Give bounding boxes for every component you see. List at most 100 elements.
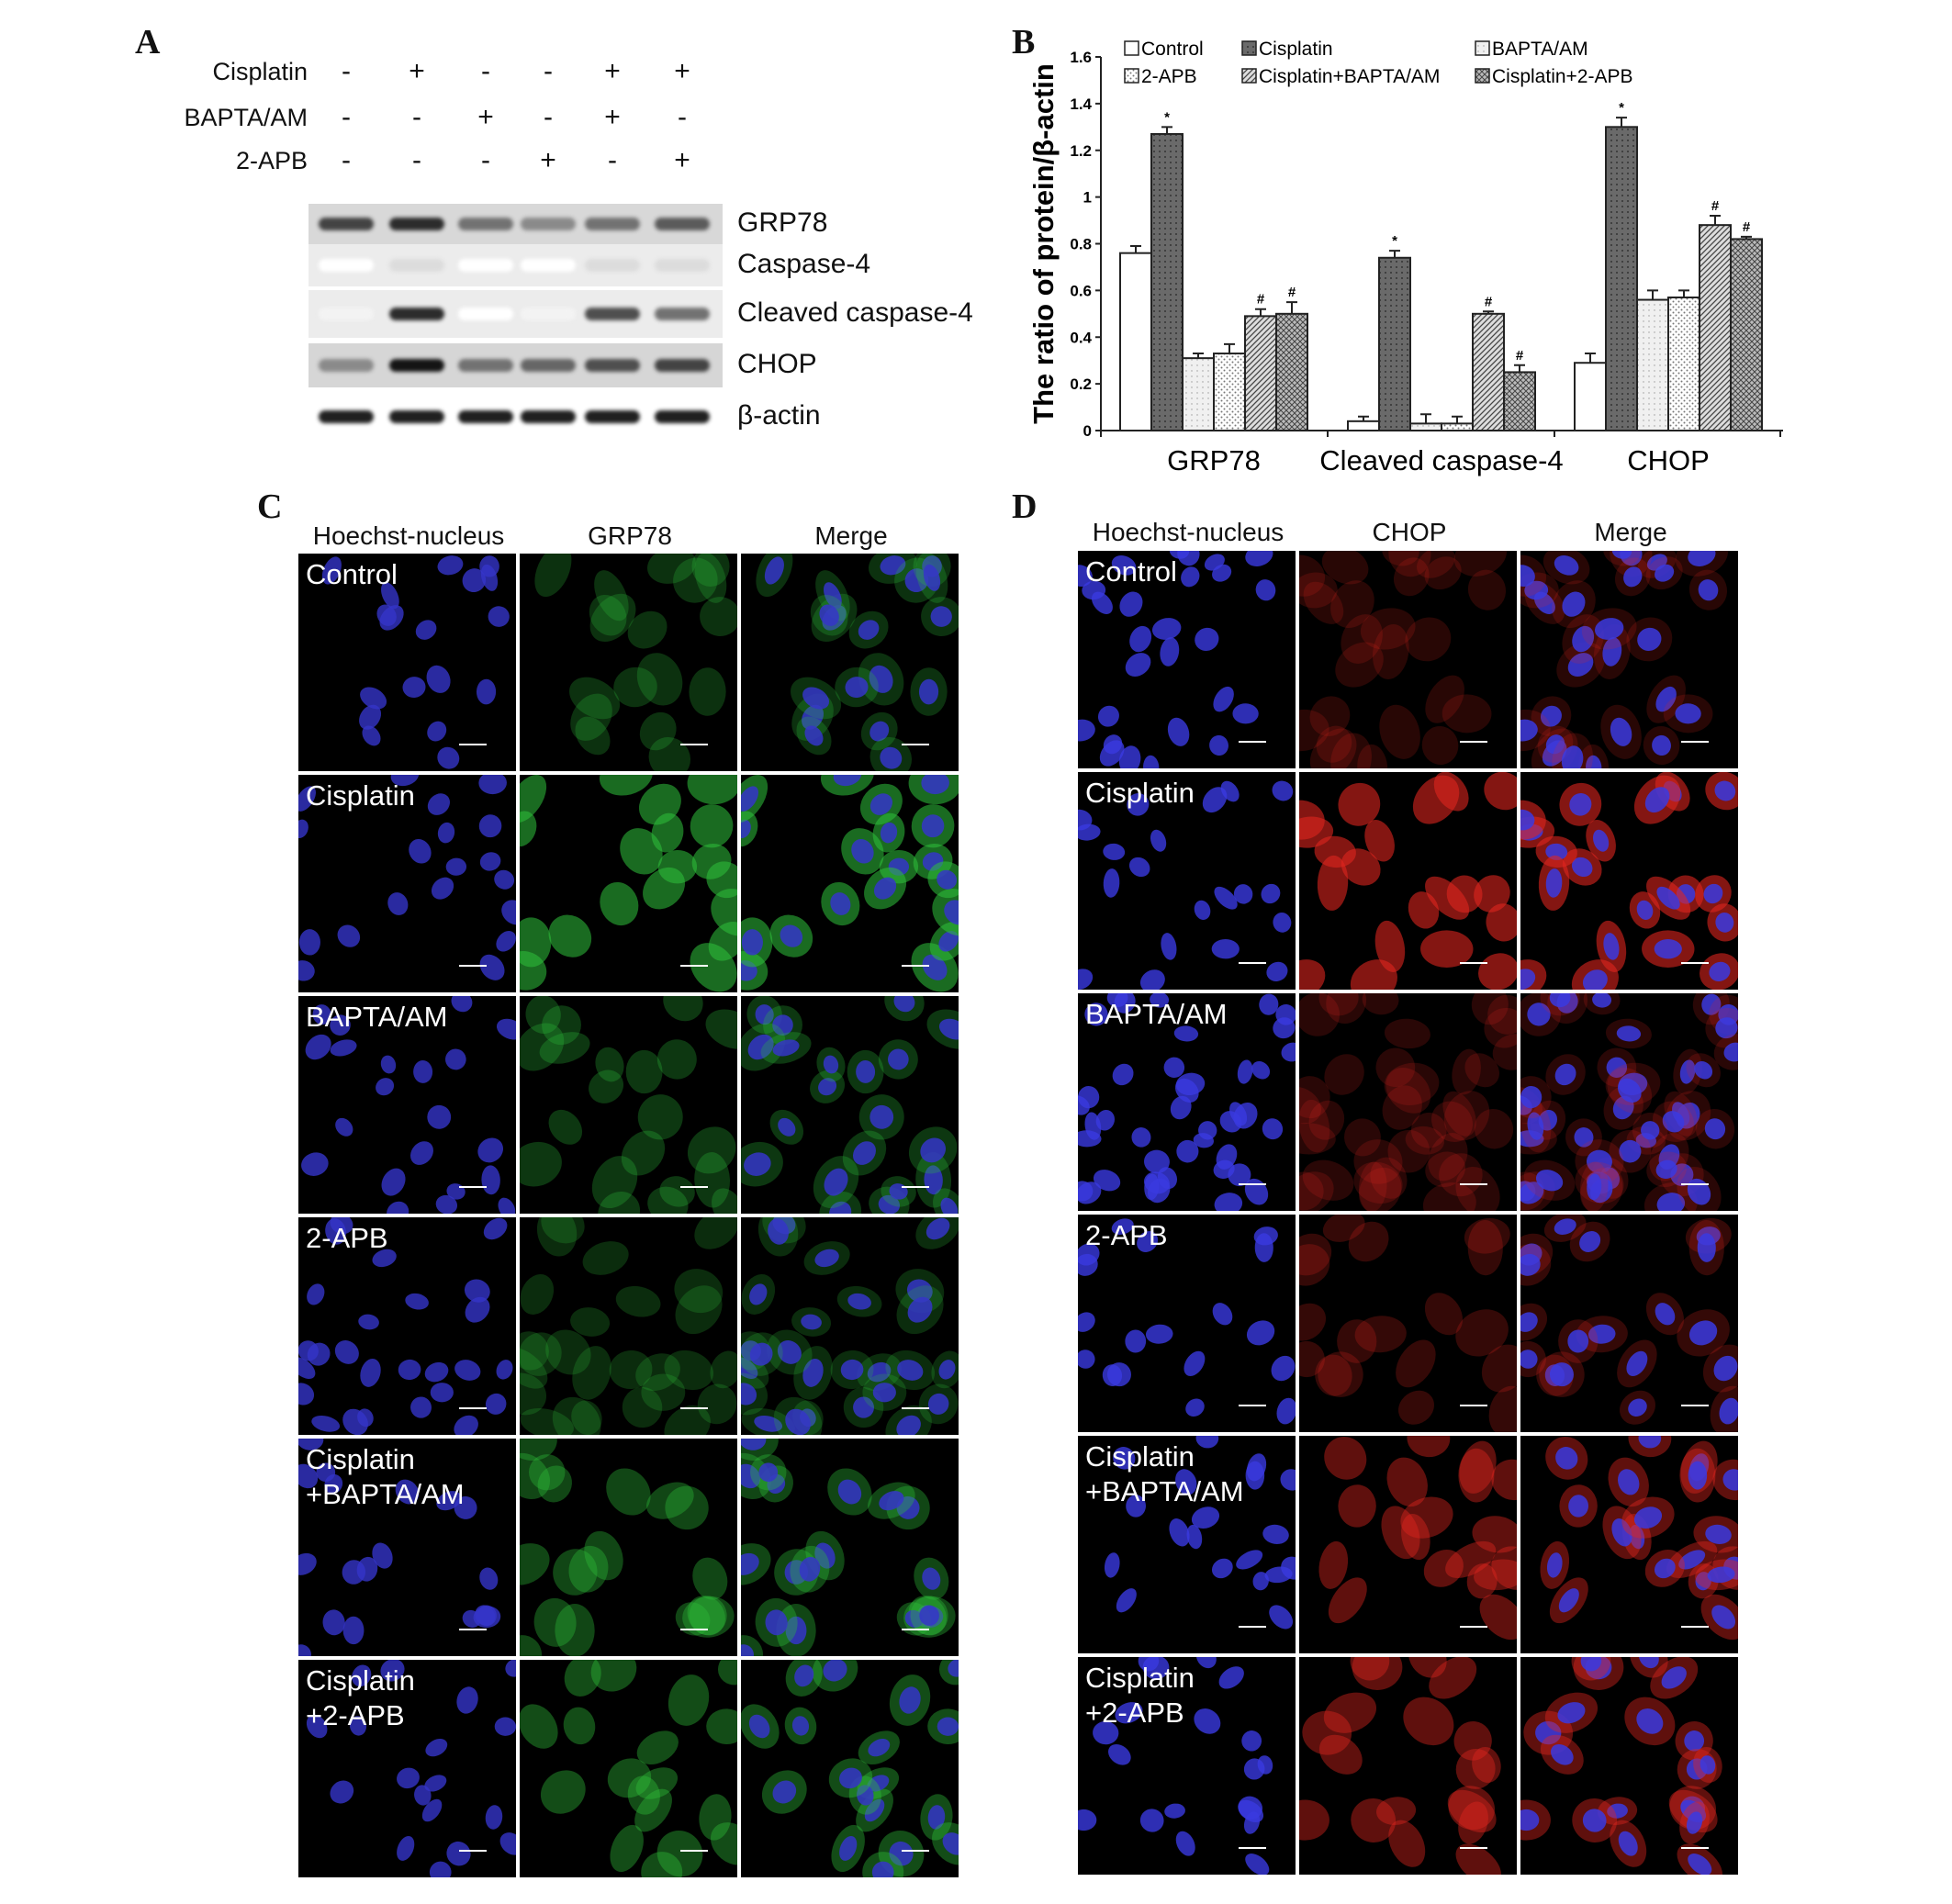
cell-signal bbox=[1321, 551, 1369, 585]
cell-nucleus bbox=[397, 1767, 420, 1789]
cell-nucleus bbox=[824, 582, 842, 610]
cell-signal bbox=[536, 1217, 578, 1257]
cell-nucleus bbox=[926, 1217, 950, 1240]
micrograph-signal bbox=[520, 1439, 737, 1656]
cell-signal bbox=[692, 1557, 728, 1600]
cell-nucleus bbox=[1675, 703, 1701, 724]
cell-nucleus bbox=[1586, 755, 1602, 768]
cell-signal bbox=[569, 677, 621, 720]
cell-signal bbox=[1317, 855, 1349, 911]
treatment-sign: - bbox=[412, 145, 421, 175]
cell-nucleus bbox=[376, 1078, 395, 1096]
cell-nucleus bbox=[1195, 1657, 1217, 1669]
treatment-label: 2-APB bbox=[235, 147, 308, 174]
cell-signal bbox=[520, 1023, 565, 1071]
cell-nucleus bbox=[1602, 637, 1622, 666]
cell-signal bbox=[1464, 1053, 1499, 1088]
blot-band bbox=[521, 259, 576, 272]
cell-nucleus bbox=[349, 1716, 367, 1736]
cell-nucleus bbox=[1527, 1112, 1544, 1140]
blot-band bbox=[585, 308, 640, 320]
cell-nucleus bbox=[330, 1039, 357, 1057]
cell-nucleus bbox=[1078, 719, 1095, 742]
cell-signal bbox=[1299, 1099, 1330, 1153]
scale-bar bbox=[1239, 1847, 1266, 1849]
cell-nucleus bbox=[1245, 1461, 1265, 1490]
cell-nucleus bbox=[372, 1542, 393, 1569]
cell-signal bbox=[1479, 1594, 1517, 1641]
cell-signal bbox=[548, 1109, 583, 1145]
cell-signal bbox=[600, 881, 639, 926]
cell-signal bbox=[1491, 1459, 1517, 1501]
cell-signal bbox=[674, 1269, 724, 1314]
scale-bar bbox=[1681, 962, 1709, 964]
cell-nucleus bbox=[1707, 1566, 1735, 1584]
blot-band bbox=[319, 308, 374, 320]
cell-nucleus bbox=[1655, 1159, 1677, 1179]
cell-nucleus bbox=[1713, 1355, 1738, 1382]
cell-nucleus bbox=[1694, 1061, 1713, 1080]
cell-signal bbox=[690, 804, 734, 848]
treatment-sign: - bbox=[678, 102, 687, 132]
cell-nucleus bbox=[741, 1357, 758, 1379]
cell-signal bbox=[1431, 1101, 1474, 1142]
blot-band bbox=[585, 259, 640, 272]
cell-nucleus bbox=[1684, 1730, 1705, 1752]
cell-signal bbox=[656, 1831, 703, 1877]
cell-nucleus bbox=[1097, 705, 1119, 727]
cell-nucleus bbox=[409, 839, 432, 864]
cell-signal bbox=[711, 889, 737, 936]
cell-nucleus bbox=[1119, 591, 1143, 617]
cell-nucleus bbox=[758, 1462, 779, 1483]
cell-signal bbox=[675, 1602, 711, 1636]
cell-signal bbox=[534, 554, 572, 598]
row-label: Control bbox=[306, 558, 398, 590]
cell-signal bbox=[1318, 1351, 1363, 1397]
cell-signal bbox=[1474, 875, 1510, 913]
cell-nucleus bbox=[335, 1117, 353, 1137]
cell-nucleus bbox=[1078, 809, 1093, 831]
error-bar bbox=[1193, 353, 1204, 359]
legend-entry: Control bbox=[1141, 39, 1204, 60]
cell-signal bbox=[1318, 1734, 1363, 1775]
bar bbox=[1667, 297, 1700, 431]
cell-nucleus bbox=[1719, 1397, 1738, 1425]
cell-nucleus bbox=[1557, 1702, 1586, 1724]
column-header: Hoechst-nucleus bbox=[312, 521, 505, 550]
cell-nucleus bbox=[1082, 580, 1106, 600]
cell-nucleus bbox=[1520, 719, 1538, 742]
cell-nucleus bbox=[772, 1014, 793, 1036]
cell-nucleus bbox=[1644, 787, 1670, 813]
cell-nucleus bbox=[1243, 1811, 1261, 1834]
cell-nucleus bbox=[1662, 1111, 1685, 1133]
cell-signal bbox=[1405, 1126, 1445, 1155]
cell-signal bbox=[553, 1549, 598, 1596]
cell-nucleus bbox=[395, 1479, 420, 1505]
cell-nucleus bbox=[1276, 1397, 1296, 1425]
cell-signal bbox=[667, 1674, 710, 1726]
cell-nucleus bbox=[415, 620, 437, 640]
cell-signal bbox=[627, 610, 667, 649]
cell-signal bbox=[529, 1454, 566, 1491]
cell-signal bbox=[1407, 1436, 1451, 1458]
column-header: Merge bbox=[814, 521, 888, 550]
cell-signal bbox=[1364, 819, 1395, 862]
cell-signal bbox=[1474, 1559, 1517, 1591]
cell-nucleus bbox=[1558, 1588, 1579, 1613]
cell-nucleus bbox=[1562, 591, 1586, 617]
error-bar bbox=[1710, 214, 1721, 226]
cell-nucleus bbox=[1555, 1447, 1578, 1470]
cell-nucleus bbox=[477, 1605, 497, 1627]
cell-nucleus bbox=[893, 996, 915, 1013]
cell-signal bbox=[1309, 696, 1351, 736]
cell-nucleus bbox=[878, 1194, 901, 1214]
cell-signal bbox=[1420, 930, 1474, 969]
cell-nucleus bbox=[359, 704, 382, 730]
cell-signal bbox=[1299, 1244, 1330, 1286]
cell-nucleus bbox=[1213, 686, 1234, 712]
y-tick-label: 1.4 bbox=[1070, 95, 1092, 113]
legend-entry: BAPTA/AM bbox=[1492, 39, 1588, 60]
micrograph-merge bbox=[1520, 1436, 1738, 1653]
cell-nucleus bbox=[869, 721, 890, 742]
